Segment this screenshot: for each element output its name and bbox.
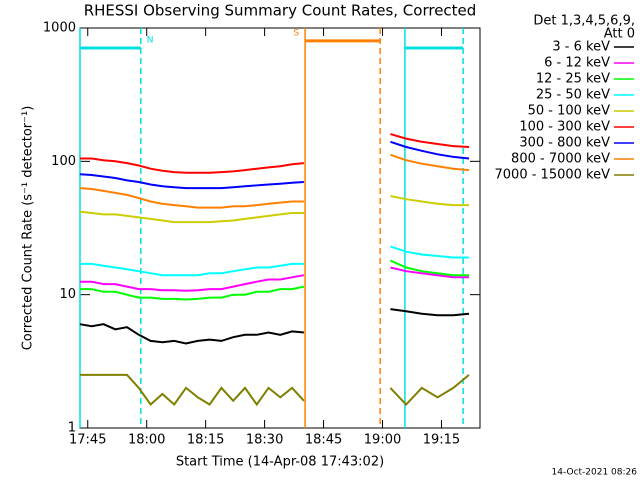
x-tick-label: 17:45 bbox=[69, 433, 106, 448]
series-line bbox=[79, 259, 469, 301]
series-line bbox=[79, 373, 470, 407]
legend-label: 50 - 100 keV bbox=[528, 104, 611, 119]
interval-label: S bbox=[293, 28, 299, 38]
x-tick-label: 18:00 bbox=[128, 433, 165, 448]
x-tick-label: 18:30 bbox=[246, 433, 283, 448]
legend-label: 6 - 12 keV bbox=[544, 56, 610, 71]
legend-label: 3 - 6 keV bbox=[552, 40, 610, 55]
x-tick-label: 19:00 bbox=[364, 433, 401, 448]
legend-label: 800 - 7000 keV bbox=[511, 152, 610, 167]
series-line bbox=[79, 140, 470, 190]
series-line bbox=[79, 308, 470, 345]
series-line bbox=[79, 153, 470, 209]
x-tick-label: 19:15 bbox=[423, 433, 460, 448]
plot-frame bbox=[79, 27, 481, 429]
legend-label: 12 - 25 keV bbox=[536, 72, 610, 87]
x-tick-label: 18:15 bbox=[187, 433, 224, 448]
y-axis-label: Corrected Count Rate (s⁻¹ detector⁻¹) bbox=[21, 106, 36, 351]
legend-label: 25 - 50 keV bbox=[536, 88, 610, 103]
footer: 14-Oct-2021 08:26 bbox=[552, 468, 638, 478]
chart-title: RHESSI Observing Summary Count Rates, Co… bbox=[84, 2, 477, 20]
series-line bbox=[79, 266, 469, 292]
series-line bbox=[79, 245, 469, 277]
legend-label: 300 - 800 keV bbox=[519, 136, 610, 151]
legend-header: Det 1,3,4,5,6,9, bbox=[533, 14, 635, 29]
y-tick-label: 1 bbox=[68, 421, 76, 436]
series-line bbox=[79, 133, 470, 174]
legend-label: 7000 - 15000 keV bbox=[495, 168, 611, 183]
x-axis-label: Start Time (14-Apr-08 17:43:02) bbox=[176, 455, 384, 470]
y-tick-label: 1000 bbox=[43, 21, 76, 36]
legend-label: 100 - 300 keV bbox=[519, 120, 610, 135]
y-tick-label: 100 bbox=[51, 154, 76, 169]
legend-header: Att 0 bbox=[604, 27, 635, 42]
interval-label: N bbox=[147, 35, 154, 45]
x-tick-label: 18:45 bbox=[305, 433, 342, 448]
y-tick-label: 10 bbox=[59, 287, 76, 302]
series-line bbox=[79, 195, 469, 224]
